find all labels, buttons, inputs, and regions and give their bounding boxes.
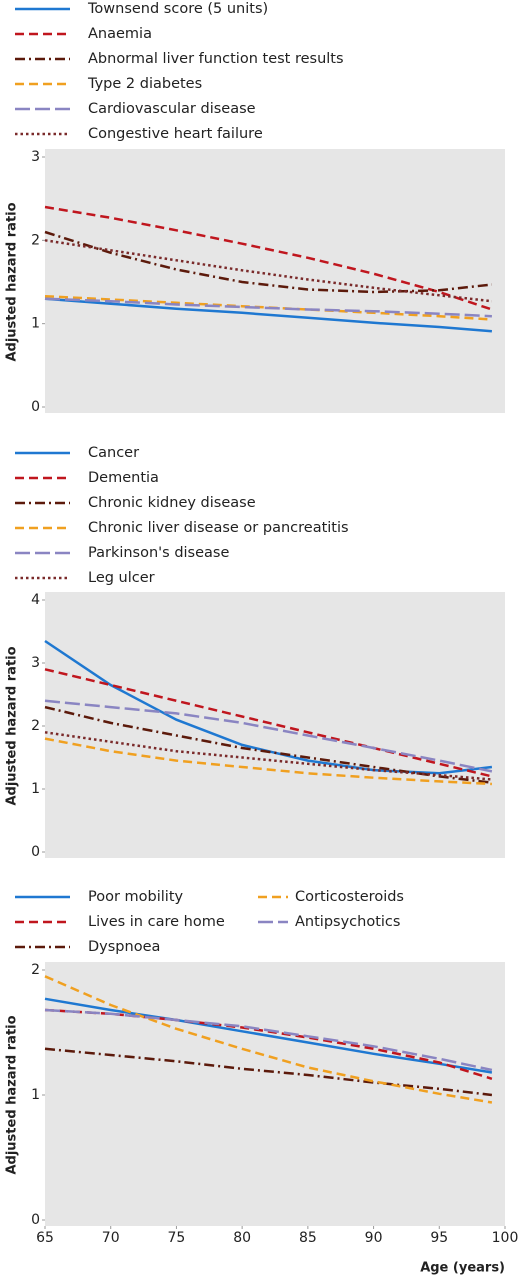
series-line bbox=[44, 205, 493, 311]
y-tick-label: 3 bbox=[31, 655, 40, 671]
y-tick-label: 2 bbox=[31, 962, 40, 978]
legend-label: Leg ulcer bbox=[88, 570, 155, 586]
legend-label: Congestive heart failure bbox=[88, 126, 263, 142]
legend-label: Chronic kidney disease bbox=[88, 495, 256, 511]
legend-item: Congestive heart failure bbox=[15, 126, 263, 142]
series-line bbox=[44, 1047, 493, 1097]
legend-label: Antipsychotics bbox=[295, 914, 400, 930]
y-tick-label: 2 bbox=[31, 718, 40, 734]
legend-item: Dementia bbox=[15, 470, 159, 486]
y-tick-label: 1 bbox=[31, 316, 40, 332]
x-tick-label: 85 bbox=[299, 1230, 317, 1246]
legend-label: Dementia bbox=[88, 470, 159, 486]
legend-label: Dyspnoea bbox=[88, 939, 160, 955]
legend-item: Anaemia bbox=[15, 26, 152, 42]
x-tick-label: 75 bbox=[168, 1230, 186, 1246]
legend-item: Townsend score (5 units) bbox=[15, 1, 268, 17]
y-axis-label: Adjusted hazard ratio bbox=[5, 1015, 20, 1174]
x-tick-label: 70 bbox=[102, 1230, 120, 1246]
legend-item: Lives in care home bbox=[15, 914, 225, 930]
series-line bbox=[44, 731, 493, 781]
legend-label: Cancer bbox=[88, 445, 139, 461]
x-tick-label: 65 bbox=[36, 1230, 54, 1246]
series-line bbox=[44, 230, 493, 294]
y-tick-label: 3 bbox=[31, 149, 40, 165]
legend-label: Cardiovascular disease bbox=[88, 101, 256, 117]
legend-label: Townsend score (5 units) bbox=[87, 1, 268, 17]
legend-item: Abnormal liver function test results bbox=[15, 51, 344, 67]
x-tick-label: 80 bbox=[233, 1230, 251, 1246]
legend-label: Chronic liver disease or pancreatitis bbox=[88, 520, 349, 536]
legend-item: Poor mobility bbox=[15, 889, 184, 905]
y-axis-label: Adjusted hazard ratio bbox=[5, 202, 20, 361]
legend-item: Type 2 diabetes bbox=[15, 76, 202, 92]
legend-item: Antipsychotics bbox=[258, 914, 400, 930]
series-line bbox=[44, 997, 493, 1074]
plot-area bbox=[45, 592, 505, 858]
series-line bbox=[44, 239, 493, 303]
y-tick-label: 0 bbox=[31, 844, 40, 860]
series-line bbox=[44, 699, 493, 773]
series-line bbox=[44, 297, 492, 318]
series-line bbox=[44, 1008, 493, 1072]
plot-area bbox=[45, 149, 505, 413]
legend-item: Dyspnoea bbox=[15, 939, 160, 955]
legend-item: Parkinson's disease bbox=[15, 545, 229, 561]
series-line bbox=[44, 737, 492, 786]
x-tick-label: 90 bbox=[365, 1230, 383, 1246]
legend-label: Parkinson's disease bbox=[88, 545, 229, 561]
y-axis-label: Adjusted hazard ratio bbox=[5, 646, 20, 805]
y-tick-label: 1 bbox=[31, 1087, 40, 1103]
x-tick-label: 100 bbox=[492, 1230, 519, 1246]
legend-item: Leg ulcer bbox=[15, 570, 155, 586]
y-tick-label: 0 bbox=[31, 399, 40, 415]
y-tick-label: 0 bbox=[31, 1212, 40, 1228]
legend-item: Chronic liver disease or pancreatitis bbox=[15, 520, 349, 536]
y-tick-label: 4 bbox=[31, 592, 40, 608]
plot-area bbox=[45, 962, 505, 1226]
series-line bbox=[44, 975, 493, 1104]
legend-label: Poor mobility bbox=[88, 889, 184, 905]
legend-label: Type 2 diabetes bbox=[87, 76, 202, 92]
legend-item: Cancer bbox=[15, 445, 139, 461]
y-tick-label: 1 bbox=[31, 781, 40, 797]
legend-item: Cardiovascular disease bbox=[15, 101, 256, 117]
legend-label: Abnormal liver function test results bbox=[88, 51, 344, 67]
y-tick-label: 2 bbox=[31, 232, 40, 248]
x-tick-label: 95 bbox=[430, 1230, 448, 1246]
legend-label: Corticosteroids bbox=[295, 889, 404, 905]
legend-item: Corticosteroids bbox=[258, 889, 404, 905]
legend-label: Anaemia bbox=[88, 26, 152, 42]
series-line bbox=[44, 297, 492, 333]
x-axis-label: Age (years) bbox=[420, 1261, 505, 1276]
legend-label: Lives in care home bbox=[88, 914, 225, 930]
series-line bbox=[44, 668, 493, 778]
legend-item: Chronic kidney disease bbox=[15, 495, 256, 511]
